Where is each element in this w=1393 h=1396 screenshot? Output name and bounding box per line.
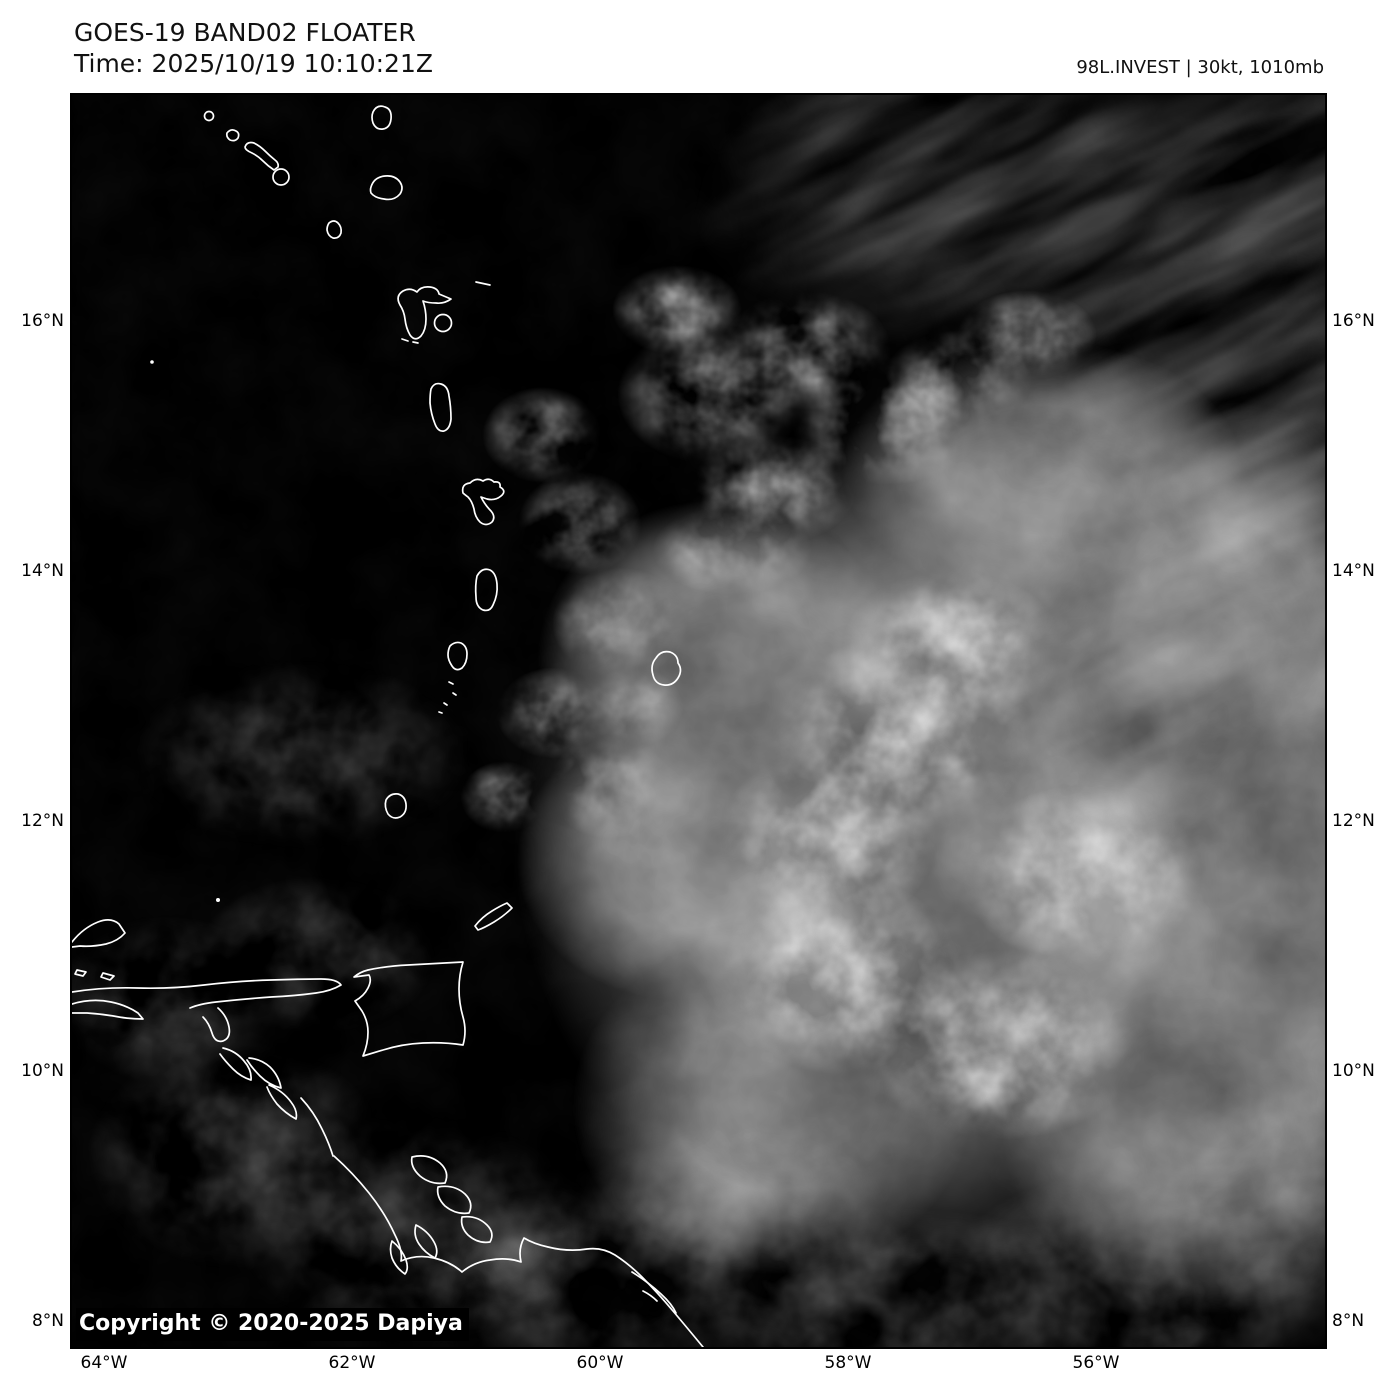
coastline-montserrat (326, 220, 343, 239)
copyright-watermark: Copyright © 2020-2025 Dapiya (76, 1308, 469, 1341)
coastline-grenada (384, 793, 407, 819)
coastline-cubagua (74, 969, 87, 977)
coastline-les-saintes (401, 338, 419, 344)
page-title: GOES-19 BAND02 FLOATER (74, 18, 416, 47)
coastline-saba (203, 110, 215, 122)
coastline-araya (72, 999, 144, 1020)
coastline-st-lucia (474, 568, 499, 612)
coastline-nevis (272, 168, 290, 186)
coastline-martinique (461, 478, 505, 526)
satellite-map: Copyright © 2020-2025 Dapiya (70, 93, 1327, 1349)
lat-label-right-14n: 14°N (1332, 561, 1375, 581)
coastline-aves-island (150, 360, 154, 364)
title-block: GOES-19 BAND02 FLOATER Time: 2025/10/19 … (74, 17, 433, 79)
coastline-st-eustatius (225, 129, 240, 142)
coastline-delta-and-guyana-coast (333, 1155, 704, 1347)
coastline-la-desirade (475, 281, 491, 286)
lat-label-left-10n: 10°N (21, 1061, 64, 1081)
lat-label-left-12n: 12°N (21, 811, 64, 831)
lat-label-right-10n: 10°N (1332, 1061, 1375, 1081)
lat-label-left-8n: 8°N (31, 1311, 64, 1331)
coastline-orinoco-channel-2 (436, 1185, 472, 1215)
lat-label-right-16n: 16°N (1332, 311, 1375, 331)
cloud-cores (632, 475, 1252, 1195)
lat-label-right-12n: 12°N (1332, 811, 1375, 831)
coastline-dominica (429, 382, 452, 432)
coastline-marie-galante (433, 313, 453, 333)
lon-label-62w: 62°W (328, 1353, 376, 1373)
lat-label-left-14n: 14°N (21, 561, 64, 581)
satellite-image (72, 95, 1325, 1347)
coastline-trinidad (353, 961, 466, 1057)
lon-label-58w: 58°W (824, 1353, 872, 1373)
lat-label-right-8n: 8°N (1332, 1311, 1365, 1331)
coastline-guadeloupe (397, 286, 452, 340)
coastline-coche (100, 972, 115, 981)
coastline-barbuda (371, 105, 392, 130)
lon-label-60w: 60°W (576, 1353, 624, 1373)
coastline-antigua (369, 175, 403, 201)
coastline-orinoco-channel-1 (410, 1155, 448, 1185)
coastline-coastal-spit (631, 1271, 677, 1314)
coastlines (72, 105, 704, 1347)
coastline-paria-inlets (202, 1007, 298, 1120)
lon-label-64w: 64°W (80, 1353, 128, 1373)
coastline-grenadines (438, 681, 457, 714)
coastline-margarita (72, 919, 126, 948)
coastline-los-testigos (216, 898, 220, 902)
coastline-orinoco-channel-3 (460, 1215, 493, 1244)
lat-label-left-16n: 16°N (21, 311, 64, 331)
lon-label-56w: 56°W (1072, 1353, 1120, 1373)
coastline-orinoco-channel-5 (389, 1240, 409, 1275)
coastline-st-vincent (447, 641, 468, 671)
storm-annotation: 98L.INVEST | 30kt, 1010mb (1076, 57, 1324, 78)
coastline-st-kitts (244, 141, 280, 171)
timestamp: Time: 2025/10/19 10:10:21Z (74, 49, 433, 78)
coastline-tobago (474, 902, 513, 931)
coastline-paria-peninsula (72, 978, 342, 1009)
coastline-gulf-to-delta (300, 1097, 334, 1157)
coastline-barbados (651, 650, 682, 686)
